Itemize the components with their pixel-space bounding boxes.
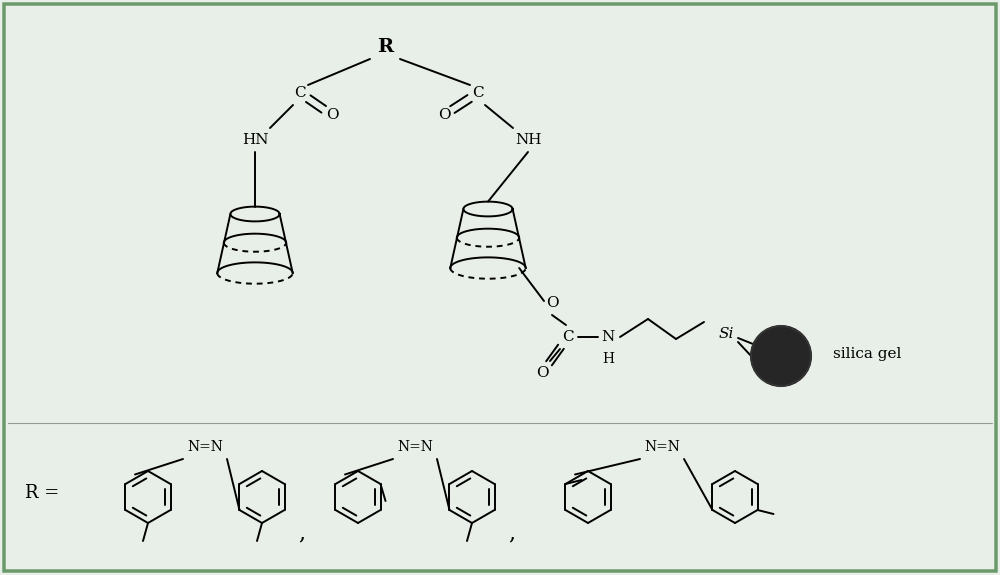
Circle shape — [764, 339, 788, 363]
Circle shape — [760, 335, 796, 371]
Circle shape — [769, 344, 781, 355]
Circle shape — [762, 338, 791, 366]
Circle shape — [757, 332, 801, 376]
Circle shape — [763, 338, 790, 365]
Circle shape — [758, 332, 800, 374]
Text: N=N: N=N — [187, 440, 223, 454]
Circle shape — [755, 331, 803, 378]
Circle shape — [751, 326, 811, 386]
Text: O: O — [438, 108, 450, 122]
Circle shape — [766, 342, 784, 359]
Text: O: O — [536, 366, 548, 380]
Text: Si: Si — [718, 327, 734, 341]
Circle shape — [753, 328, 807, 382]
Circle shape — [771, 346, 777, 352]
Circle shape — [759, 334, 797, 371]
Circle shape — [754, 329, 806, 381]
Circle shape — [752, 327, 809, 385]
Text: NH: NH — [515, 133, 541, 147]
Circle shape — [760, 335, 795, 370]
Text: O: O — [326, 108, 338, 122]
Circle shape — [752, 327, 809, 384]
Text: N=N: N=N — [644, 440, 680, 454]
Circle shape — [762, 337, 792, 367]
Text: N: N — [601, 330, 615, 344]
Circle shape — [754, 329, 806, 381]
Circle shape — [758, 334, 798, 373]
Circle shape — [770, 345, 778, 353]
Circle shape — [758, 333, 799, 374]
Circle shape — [768, 343, 782, 357]
Circle shape — [769, 344, 779, 354]
Circle shape — [767, 342, 784, 359]
Circle shape — [755, 330, 804, 379]
Circle shape — [765, 340, 787, 362]
Circle shape — [763, 338, 790, 366]
Text: C: C — [472, 86, 484, 100]
Circle shape — [766, 340, 786, 361]
FancyBboxPatch shape — [4, 4, 996, 571]
Circle shape — [751, 327, 810, 385]
Circle shape — [773, 347, 774, 349]
Text: ,: , — [508, 522, 516, 544]
Circle shape — [753, 328, 808, 383]
Circle shape — [761, 336, 794, 369]
Circle shape — [755, 329, 805, 380]
Text: C: C — [562, 330, 574, 344]
Text: HN: HN — [242, 133, 268, 147]
Text: ,: , — [298, 522, 306, 544]
Text: R =: R = — [25, 484, 59, 502]
Circle shape — [770, 346, 778, 352]
Circle shape — [768, 343, 781, 356]
Text: H: H — [602, 352, 614, 366]
Circle shape — [769, 344, 780, 355]
Circle shape — [772, 347, 775, 350]
Circle shape — [762, 336, 793, 368]
Circle shape — [771, 346, 776, 351]
Circle shape — [764, 339, 789, 364]
Circle shape — [766, 341, 785, 360]
Circle shape — [759, 334, 797, 373]
Text: R: R — [377, 38, 393, 56]
Circle shape — [772, 347, 775, 350]
Text: silica gel: silica gel — [833, 347, 901, 361]
Circle shape — [767, 342, 783, 358]
Circle shape — [756, 331, 803, 378]
Text: C: C — [294, 86, 306, 100]
Circle shape — [765, 340, 787, 362]
Circle shape — [757, 332, 800, 375]
Text: O: O — [546, 296, 558, 310]
Circle shape — [756, 331, 802, 377]
Text: N=N: N=N — [397, 440, 433, 454]
Circle shape — [761, 336, 794, 369]
